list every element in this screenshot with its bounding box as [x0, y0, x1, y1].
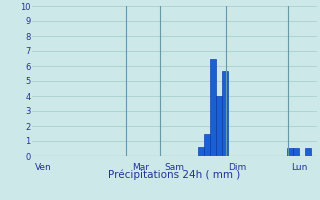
Text: Sam: Sam: [164, 164, 184, 172]
Bar: [198, 147, 204, 156]
Bar: [305, 148, 311, 156]
Bar: [204, 134, 210, 156]
Bar: [222, 71, 228, 156]
Bar: [216, 96, 222, 156]
Bar: [287, 148, 293, 156]
Text: Ven: Ven: [35, 164, 52, 172]
Text: Mar: Mar: [132, 164, 149, 172]
X-axis label: Précipitations 24h ( mm ): Précipitations 24h ( mm ): [108, 170, 241, 180]
Bar: [293, 148, 299, 156]
Bar: [210, 58, 216, 156]
Text: Dim: Dim: [228, 164, 246, 172]
Text: Lun: Lun: [292, 164, 308, 172]
